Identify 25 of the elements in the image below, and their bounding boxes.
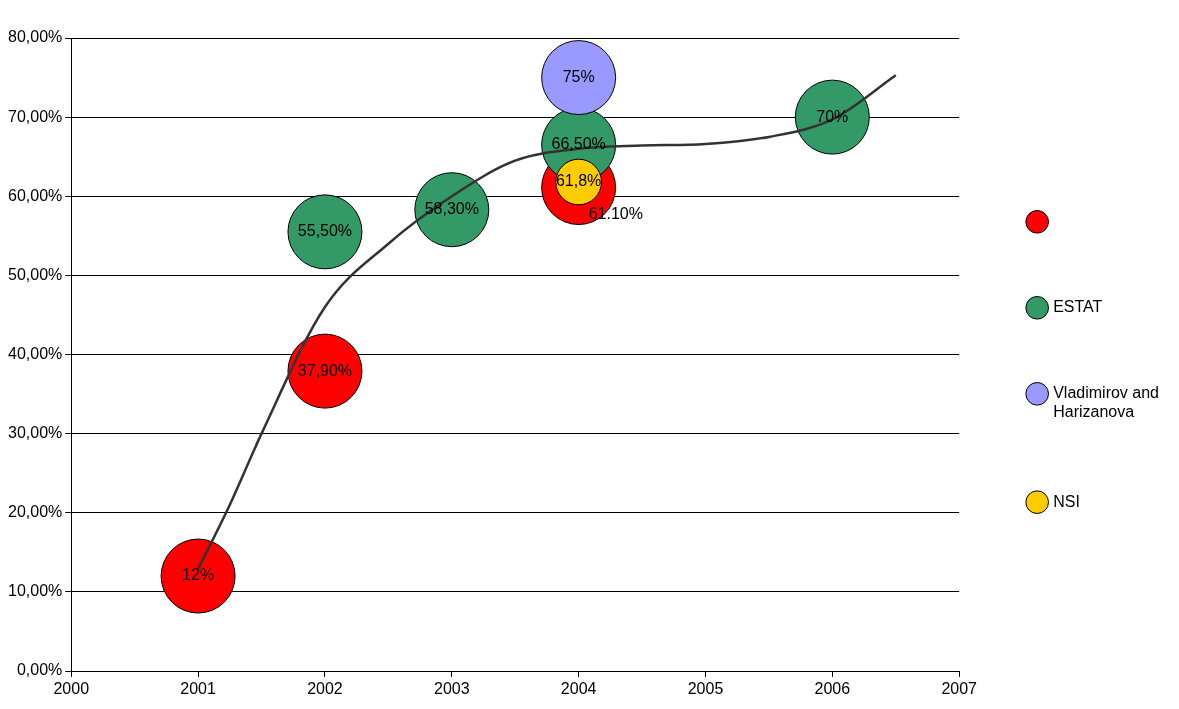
y-tick-label: 30,00%: [8, 424, 63, 442]
y-tick-label: 0,00%: [16, 661, 63, 679]
x-tick-label: 2006: [814, 680, 851, 698]
data-label: 75%: [562, 67, 595, 85]
y-tick-label: 80,00%: [8, 28, 63, 46]
x-tick-label: 2000: [53, 680, 90, 698]
x-tick-label: 2005: [687, 680, 724, 698]
y-tick-label: 60,00%: [8, 186, 63, 204]
legend-label: Vladimirov and Harizanova: [1053, 384, 1159, 421]
x-tick-label: 2003: [434, 680, 470, 698]
legend-label: NSI: [1053, 492, 1080, 510]
data-label: 12%: [182, 566, 215, 584]
legend-label: ESTAT: [1053, 298, 1103, 316]
data-label: 37,90%: [297, 361, 353, 379]
y-tick-label: 40,00%: [8, 344, 63, 362]
x-tick-label: 2007: [941, 680, 978, 698]
y-tick-label: 10,00%: [8, 582, 63, 600]
data-label: 61,8%: [555, 172, 602, 190]
y-tick-label: 50,00%: [8, 265, 63, 283]
x-tick-label: 2004: [560, 680, 597, 698]
x-tick-label: 2001: [180, 680, 217, 698]
y-tick-label: 70,00%: [8, 107, 63, 125]
x-tick-label: 2002: [307, 680, 343, 698]
data-label: 55,50%: [297, 222, 353, 240]
y-tick-label: 20,00%: [8, 503, 63, 521]
